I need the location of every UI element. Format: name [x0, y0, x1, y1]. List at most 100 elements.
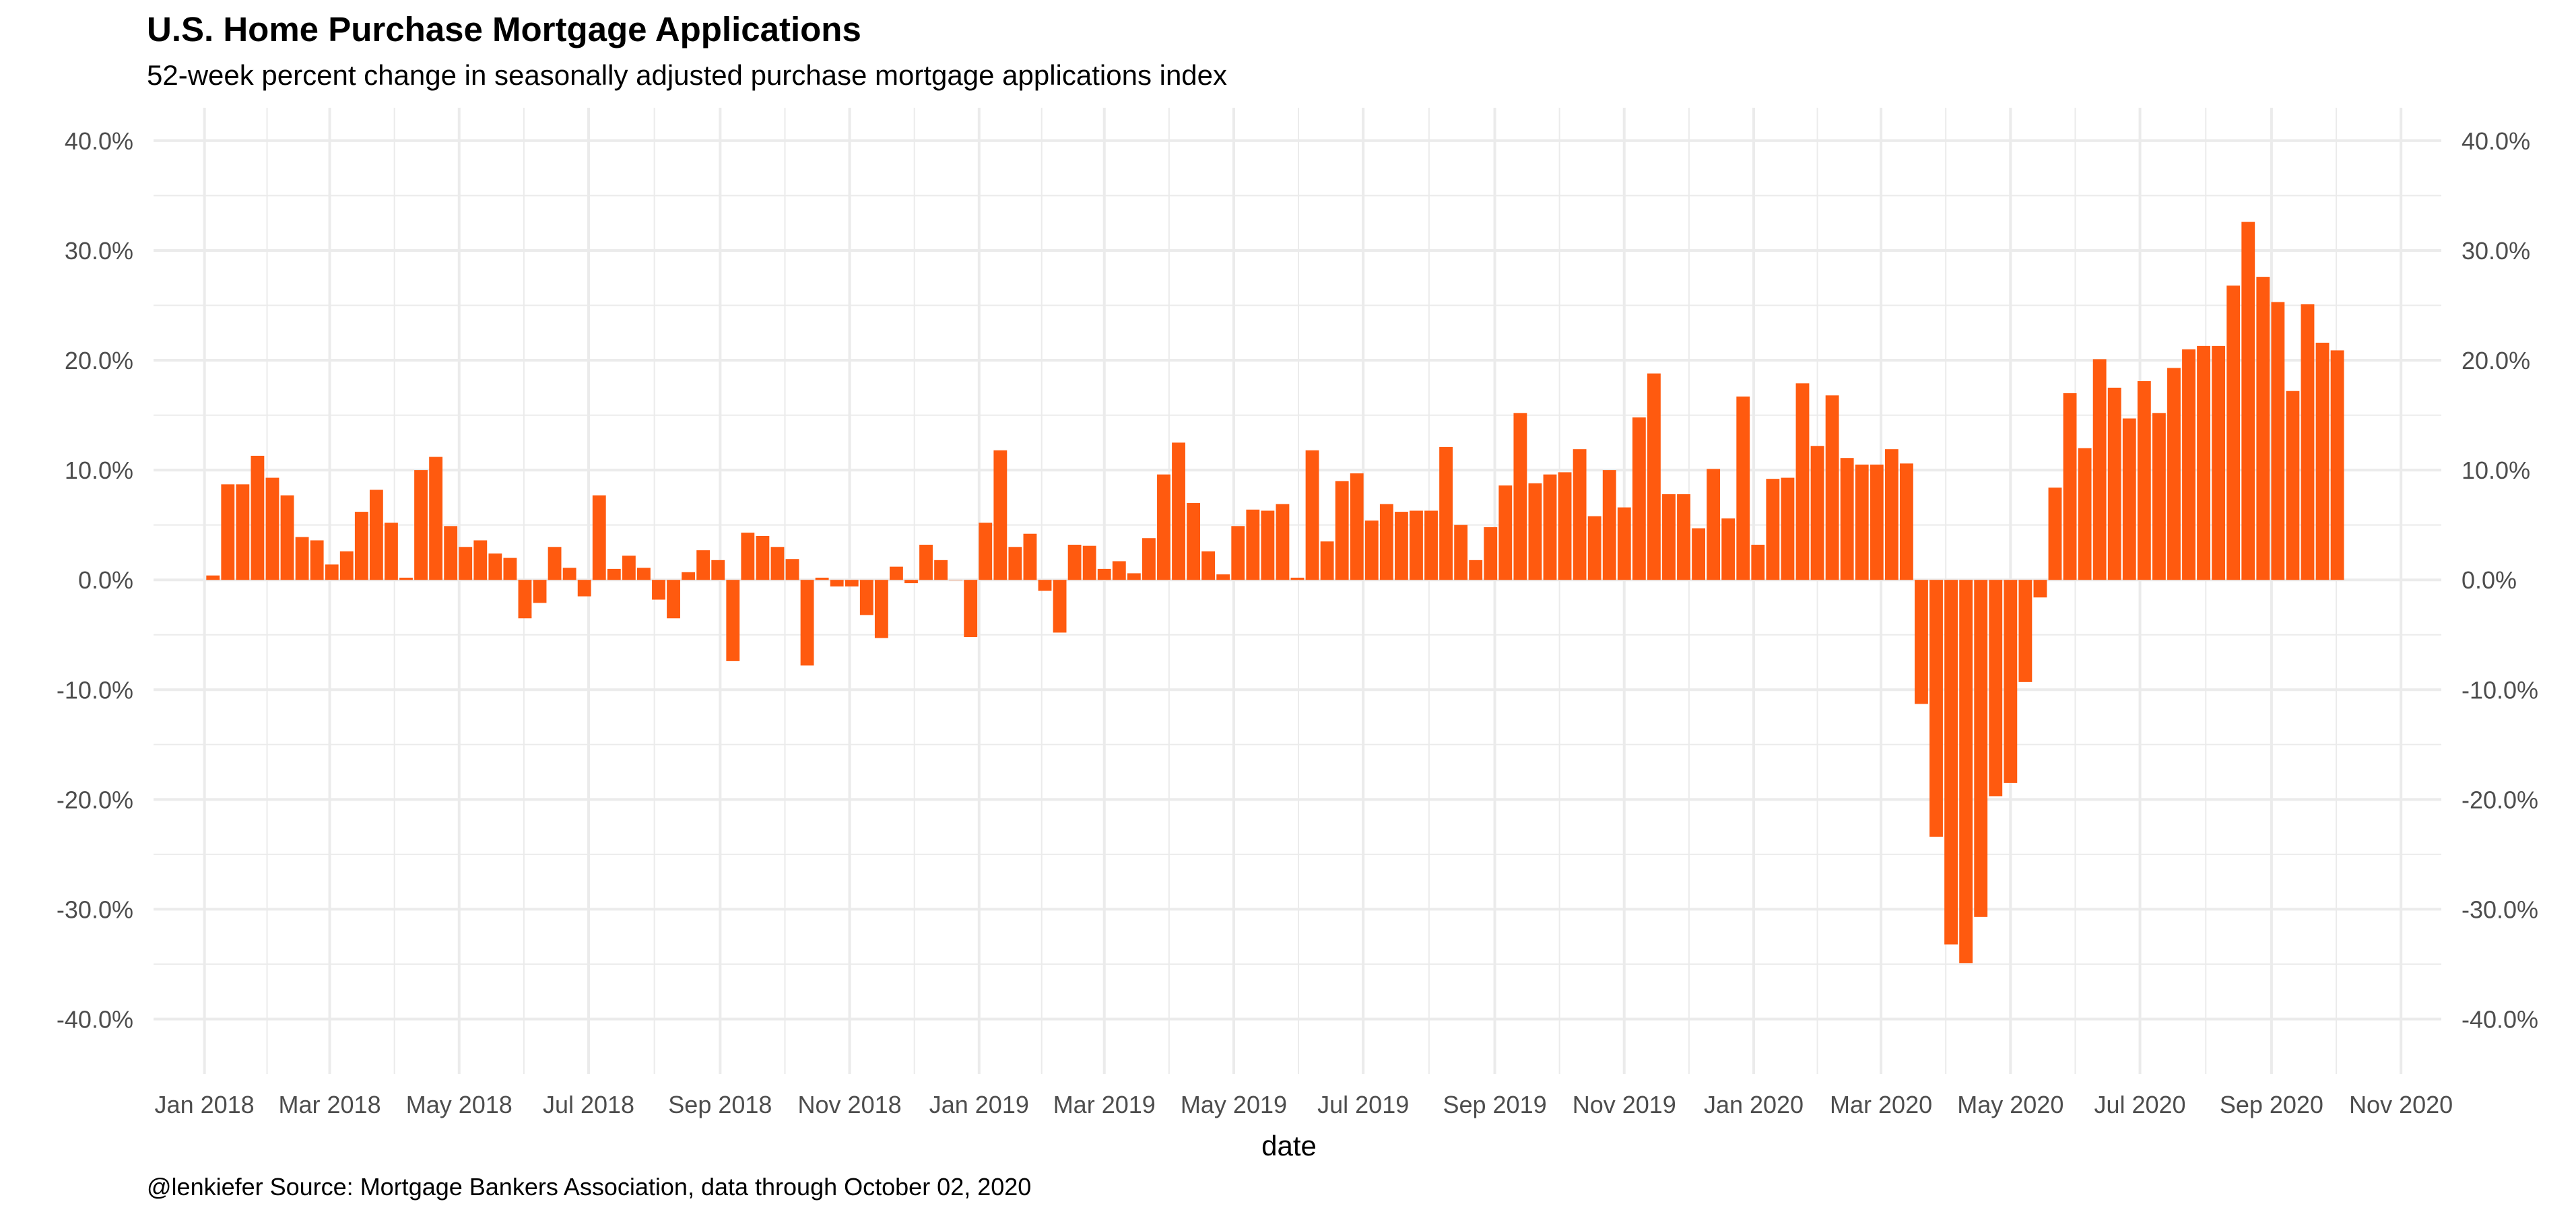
bar: [1364, 520, 1379, 580]
bar: [637, 568, 651, 580]
y-tick-label-right: 10.0%: [2462, 457, 2530, 484]
chart-caption: @lenkiefer Source: Mortgage Bankers Asso…: [147, 1173, 1032, 1201]
bar: [1736, 396, 1750, 580]
bar: [2271, 302, 2285, 580]
bar: [2092, 359, 2107, 580]
bar: [1172, 442, 1185, 580]
bar: [2048, 487, 2062, 580]
x-tick-label: Jan 2019: [929, 1091, 1029, 1118]
x-tick-label: May 2018: [406, 1091, 513, 1118]
x-axis: Jan 2018 Mar 2018 May 2018 Jul 2018 Sep 2018…: [155, 1091, 2453, 1118]
bar: [2315, 342, 2330, 580]
bar-series: [206, 222, 2344, 964]
bar: [1915, 580, 1928, 704]
bar: [1587, 516, 1601, 580]
bar: [2033, 580, 2047, 598]
bar: [1929, 580, 1943, 837]
x-axis-label: date: [1261, 1130, 1317, 1162]
major-gridlines: [154, 108, 2441, 1074]
bar: [1959, 580, 1973, 964]
bar: [667, 580, 680, 619]
bar: [2018, 580, 2033, 682]
bar: [2078, 448, 2092, 580]
bar: [2004, 580, 2018, 783]
bar: [429, 457, 443, 580]
bar: [1157, 474, 1170, 580]
bar: [785, 559, 799, 580]
bar: [2212, 345, 2226, 580]
bar: [1187, 503, 1201, 580]
bar: [2152, 413, 2166, 580]
bar: [1602, 470, 1616, 580]
bar: [206, 575, 220, 580]
y-tick-label-right: 20.0%: [2462, 347, 2530, 374]
bar: [1082, 545, 1096, 580]
y-axis-left: -40.0% -30.0% -20.0% -10.0% 0.0% 10.0% 20.0% 30…: [57, 127, 133, 1034]
bar: [1201, 551, 1216, 580]
bar: [503, 558, 517, 580]
bar: [1142, 538, 1156, 580]
x-tick-label: Jul 2018: [543, 1091, 634, 1118]
x-tick-label: Jul 2020: [2094, 1091, 2185, 1118]
chart-title: U.S. Home Purchase Mortgage Applications: [147, 10, 861, 48]
y-tick-label-left: 0.0%: [78, 566, 133, 594]
bar: [1053, 580, 1067, 633]
bar: [592, 495, 606, 580]
x-tick-label: Jan 2020: [1704, 1091, 1804, 1118]
bar: [815, 577, 829, 580]
bar: [265, 477, 279, 580]
bar: [577, 580, 591, 597]
bar: [874, 580, 888, 638]
bar: [770, 547, 785, 580]
bar: [444, 526, 458, 580]
bar: [1558, 472, 1572, 580]
x-tick-label: Mar 2018: [279, 1091, 381, 1118]
y-tick-label-left: -20.0%: [57, 786, 133, 813]
bar: [2182, 349, 2195, 580]
bar: [1543, 474, 1557, 580]
x-tick-label: Nov 2020: [2349, 1091, 2453, 1118]
bar: [339, 551, 354, 580]
bar: [2107, 387, 2121, 580]
bar: [919, 545, 933, 580]
bar: [1498, 485, 1513, 580]
chart-subtitle: 52-week percent change in seasonally adj…: [147, 59, 1228, 91]
bar: [1795, 383, 1810, 580]
bar: [236, 484, 250, 580]
x-tick-label: Nov 2018: [798, 1091, 902, 1118]
bar: [711, 560, 725, 580]
bar: [1335, 481, 1349, 580]
bar: [2063, 393, 2077, 580]
bar: [1855, 464, 1869, 580]
bar: [830, 580, 844, 586]
bar: [979, 523, 993, 580]
y-tick-label-right: -40.0%: [2462, 1005, 2538, 1033]
bar: [652, 580, 665, 600]
x-tick-label: Mar 2019: [1053, 1091, 1156, 1118]
bar: [1513, 413, 1527, 580]
bar: [414, 470, 428, 580]
bar: [682, 572, 696, 580]
bar: [548, 547, 562, 580]
bar: [1632, 417, 1646, 580]
bar: [889, 566, 903, 580]
bar: [696, 550, 711, 580]
bar: [845, 580, 859, 586]
x-tick-label: Sep 2018: [668, 1091, 772, 1118]
bar: [295, 537, 309, 580]
bar: [399, 577, 413, 580]
bar: [1350, 473, 1364, 580]
bar: [1276, 504, 1290, 580]
bar: [756, 535, 770, 580]
bar: [2241, 222, 2255, 580]
bar: [2330, 350, 2344, 580]
bar: [1707, 469, 1721, 580]
bar: [1884, 449, 1898, 580]
bar: [1038, 580, 1052, 591]
bar: [1721, 518, 1736, 580]
bar: [533, 580, 547, 603]
bar: [1989, 580, 2003, 797]
bar: [1320, 541, 1334, 580]
bar: [1261, 510, 1275, 580]
